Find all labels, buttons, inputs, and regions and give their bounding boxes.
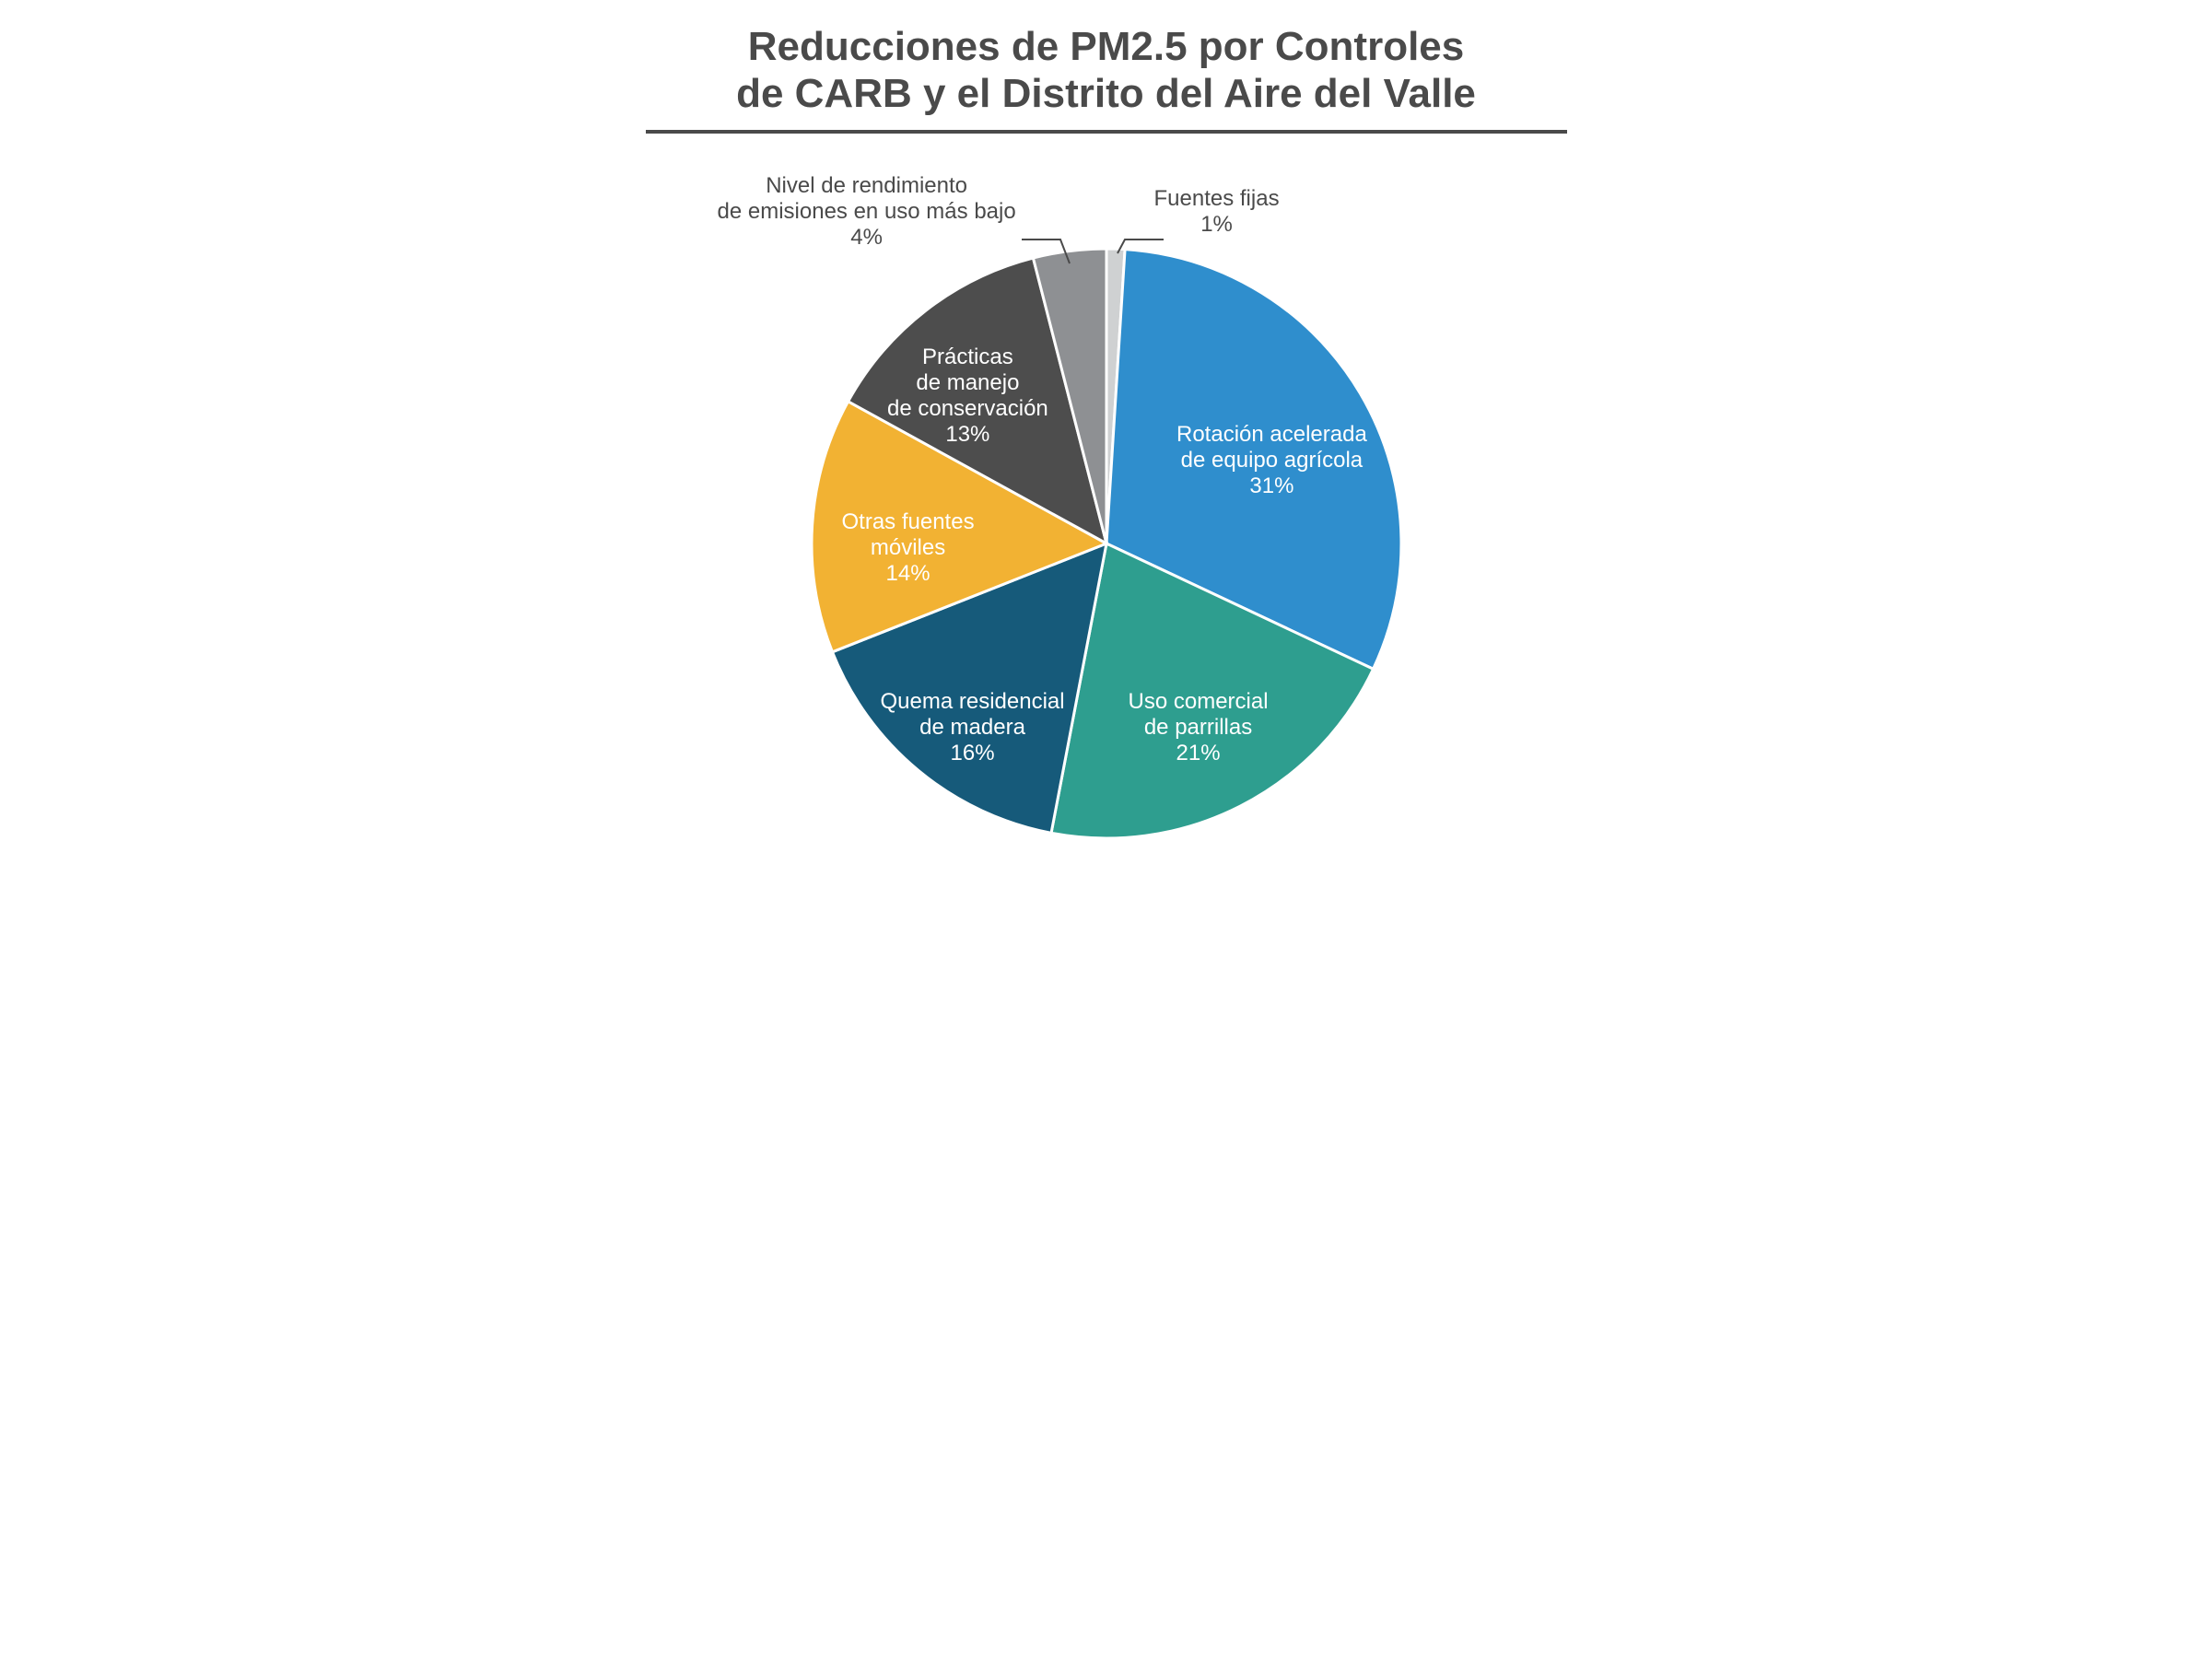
pie-svg	[517, 0, 1696, 884]
slice-label-parrillas: Uso comercial de parrillas 21%	[1129, 689, 1269, 767]
slice-label-otras_moviles: Otras fuentes móviles 14%	[842, 509, 975, 588]
slice-label-conservacion: Prácticas de manejo de conservación 13%	[887, 345, 1048, 449]
slice-label-quema: Quema residencial de madera 16%	[881, 689, 1065, 767]
chart-container: Reducciones de PM2.5 por Controles de CA…	[517, 0, 1696, 884]
slice-label-rotacion: Rotación acelerada de equipo agrícola 31…	[1176, 422, 1367, 500]
slice-label-nivel_bajo: Nivel de rendimiento de emisiones en uso…	[718, 173, 1016, 251]
slice-label-fuentes_fijas: Fuentes fijas 1%	[1154, 186, 1280, 239]
